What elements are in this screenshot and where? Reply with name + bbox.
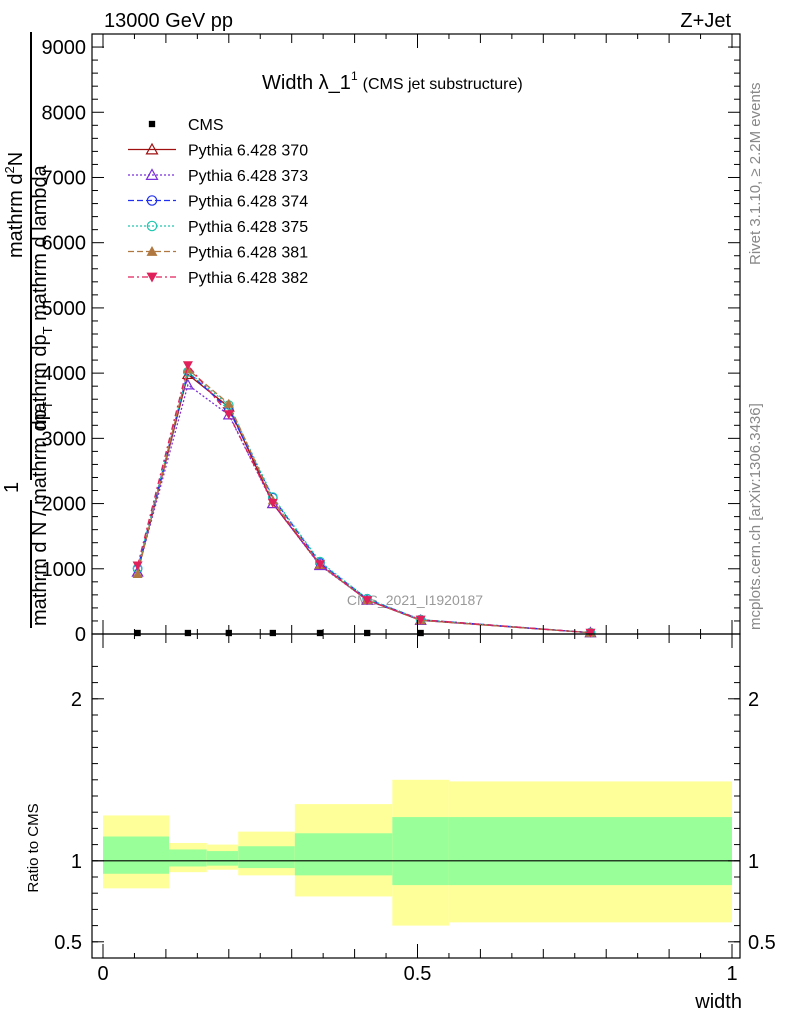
legend-item: Pythia 6.428 382 [128, 270, 308, 287]
legend-marker [146, 246, 158, 256]
legend-label: Pythia 6.428 374 [188, 194, 308, 211]
ratio-stat-band [206, 851, 239, 866]
ratio-y-label: Ratio to CMS [25, 803, 42, 892]
ratio-bands [92, 779, 740, 926]
data-point [316, 629, 324, 637]
data-point [132, 561, 143, 571]
legend-marker [146, 272, 158, 283]
legend-label: Pythia 6.428 370 [188, 143, 308, 160]
data-point [362, 596, 373, 606]
y-tick-label: 9000 [42, 37, 87, 59]
ratio-stat-band [103, 836, 170, 874]
legend-label: Pythia 6.428 375 [188, 219, 308, 236]
data-point [182, 361, 193, 371]
data-point [364, 629, 371, 637]
data-point [267, 498, 278, 508]
axes: 0 1000 2000 3000 4000 5000 6000 7000 8000 9000 0 0.… [42, 33, 776, 985]
y-label-denom: mathrm d N / mathrm dpT [29, 401, 55, 626]
y-tick-label: 4000 [42, 363, 87, 385]
series-0 [134, 629, 594, 637]
ratio-stat-band [392, 817, 449, 886]
header-left: 13000 GeV pp [104, 10, 233, 32]
title-sub: (CMS jet substructure) [363, 76, 523, 93]
legend-label: Pythia 6.428 382 [188, 270, 308, 287]
data-point [417, 629, 424, 637]
data-point [315, 560, 326, 570]
legend-marker [146, 220, 158, 232]
legend-marker [146, 195, 158, 206]
ratio-stat-band [238, 846, 295, 869]
title-main: Width λ_1 [262, 72, 351, 94]
ratio-stat-band [169, 849, 207, 867]
ratio-y-tick-label-right: 2 [748, 689, 759, 711]
ratio-y-tick-label: 0.5 [54, 932, 82, 954]
data-point [134, 629, 141, 637]
plot-title: Width λ_11 (CMS jet substructure) [262, 69, 523, 94]
data-point [223, 410, 234, 420]
y-tick-label: 2000 [42, 494, 87, 516]
y-label-line2: mathrm dpT mathrm d lambda [29, 164, 55, 430]
rivet-label: Rivet 3.1.10, ≥ 2.2M events [747, 83, 764, 266]
legend-item: CMS [148, 117, 224, 134]
data-point [415, 615, 426, 625]
main-series [131, 361, 597, 638]
ratio-y-tick-label-right: 1 [748, 851, 759, 873]
y-tick-label: 3000 [42, 428, 87, 450]
series-6 [132, 361, 596, 638]
title-sup: 1 [351, 69, 358, 83]
ratio-stat-band [294, 833, 393, 876]
x-tick-label: 0 [97, 963, 108, 985]
ratio-y-tick-label-right: 0.5 [748, 932, 776, 954]
y-label-line1: mathrm d2N [2, 152, 27, 258]
ratio-y-tick-label: 1 [71, 851, 82, 873]
y-label-one: 1 [1, 482, 23, 493]
legend-marker [145, 142, 159, 155]
header-right: Z+Jet [680, 10, 731, 32]
mcplots-label: mcplots.cern.ch [arXiv:1306.3436] [747, 403, 764, 630]
y-tick-label: 1000 [42, 559, 87, 581]
data-point [269, 629, 276, 637]
data-point [132, 569, 143, 578]
y-tick-label: 8000 [42, 102, 87, 124]
y-axis-label: mathrm d2N mathrm dpT mathrm d lambda 1 … [1, 32, 55, 628]
y-tick-label: 0 [75, 624, 86, 646]
legend-item: Pythia 6.428 381 [128, 245, 308, 262]
x-axis-label: width [694, 991, 742, 1013]
x-tick-label: 0.5 [404, 963, 432, 985]
y-tick-label: 6000 [42, 233, 87, 255]
y-tick-label: 5000 [42, 298, 87, 320]
data-point [223, 398, 234, 408]
data-point [585, 628, 596, 638]
legend-item: Pythia 6.428 370 [128, 143, 308, 160]
legend-label: Pythia 6.428 373 [188, 168, 308, 185]
data-point [181, 378, 194, 390]
y-tick-label: 7000 [42, 167, 87, 189]
x-tick-label: 1 [726, 963, 737, 985]
ratio-y-tick-label: 2 [71, 689, 82, 711]
legend-marker [145, 168, 159, 180]
legend-label: CMS [188, 117, 224, 134]
data-point [184, 629, 192, 637]
legend-marker [148, 120, 156, 128]
series-line [136, 370, 591, 634]
legend-item: Pythia 6.428 375 [128, 219, 308, 236]
legend-item: Pythia 6.428 374 [128, 194, 308, 211]
legend-label: Pythia 6.428 381 [188, 245, 308, 262]
legend: CMS Pythia 6.428 370 Pythia 6.428 373 Pythi… [128, 117, 308, 287]
series-line [136, 363, 591, 634]
legend-item: Pythia 6.428 373 [128, 168, 308, 185]
ratio-stat-band [448, 817, 732, 886]
